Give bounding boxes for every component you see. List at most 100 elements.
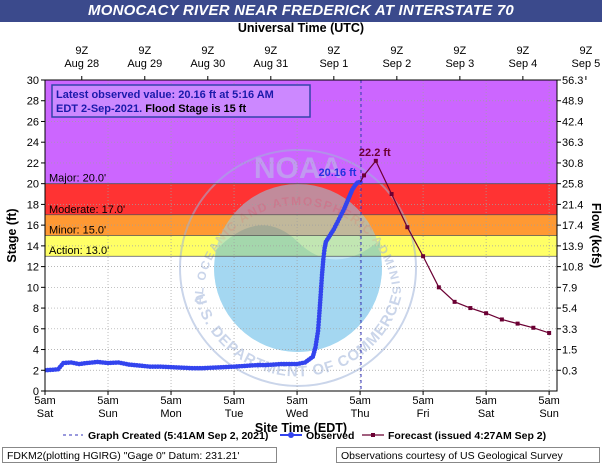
left-tick-label: 22 xyxy=(27,158,39,170)
forecast-line xyxy=(359,159,550,334)
top-tick-label: 9Z xyxy=(138,45,151,57)
bottom-tick-label: 5am xyxy=(412,395,433,407)
bottom-tick-label: 5am xyxy=(286,395,307,407)
left-tick-label: 28 xyxy=(27,96,39,108)
left-tick-label: 16 xyxy=(27,220,39,232)
top-tick-label: Sep 4 xyxy=(508,58,537,70)
left-tick-label: 0 xyxy=(33,386,39,398)
bottom-tick-label: Thu xyxy=(351,408,370,420)
watermark-wave xyxy=(214,225,382,352)
forecast-point xyxy=(468,306,473,311)
bottom-tick-label: 5am xyxy=(160,395,181,407)
right-tick-label: 30.8 xyxy=(562,158,583,170)
left-tick-label: 26 xyxy=(27,116,39,128)
forecast-point xyxy=(405,225,410,230)
top-tick-label: 9Z xyxy=(579,45,592,57)
top-tick-label: Aug 31 xyxy=(253,58,288,70)
legend: Graph Created (5:41AM Sep 2, 2021) Observ… xyxy=(63,430,546,442)
top-tick-label: 9Z xyxy=(201,45,214,57)
forecast-point xyxy=(484,311,489,316)
left-axis-title: Stage (ft) xyxy=(5,208,19,262)
bottom-tick-label: 5am xyxy=(223,395,244,407)
left-tick-label: 2 xyxy=(33,365,39,377)
latest-value-line1: Latest observed value: 20.16 ft at 5:16 … xyxy=(56,89,274,101)
bottom-tick-label: 5am xyxy=(97,395,118,407)
top-tick-label: Sep 3 xyxy=(445,58,474,70)
top-tick-label: 9Z xyxy=(453,45,466,57)
bottom-tick-label: 5am xyxy=(34,395,55,407)
band-label-major: Major: 20.0' xyxy=(49,173,106,185)
bottom-tick-label: Sun xyxy=(98,408,118,420)
flood-category-labels: Action: 13.0' Minor: 15.0' Moderate: 17.0'… xyxy=(49,173,125,258)
top-tick-label: Aug 29 xyxy=(127,58,162,70)
top-tick-label: 9Z xyxy=(327,45,340,57)
bottom-tick-label: Wed xyxy=(286,408,308,420)
right-tick-label: 25.8 xyxy=(562,179,583,191)
legend-forecast-marker xyxy=(371,433,375,437)
chart-title: MONOCACY RIVER NEAR FREDERICK AT INTERST… xyxy=(0,0,602,22)
data-series xyxy=(45,80,552,391)
left-tick-label: 30 xyxy=(27,75,39,87)
band-label-action: Action: 13.0' xyxy=(49,245,109,257)
right-tick-label: 5.4 xyxy=(562,303,577,315)
bottom-axis-title: Site Time (EDT) xyxy=(255,421,347,435)
forecast-point xyxy=(452,299,457,304)
top-axis-title: Universal Time (UTC) xyxy=(237,21,365,35)
right-tick-label: 36.3 xyxy=(562,137,583,149)
legend-observed-marker xyxy=(288,432,294,438)
top-tick-label: Sep 1 xyxy=(319,58,348,70)
watermark-ring xyxy=(179,149,417,387)
latest-value-label: 20.16 ft xyxy=(319,167,357,179)
top-tick-label: 9Z xyxy=(390,45,403,57)
legend-created-label: Graph Created (5:41AM Sep 2, 2021) xyxy=(88,430,268,442)
bottom-tick-label: Sun xyxy=(539,408,559,420)
band-label-moderate: Moderate: 17.0' xyxy=(49,204,125,216)
forecast-point xyxy=(389,192,394,197)
latest-value-date: EDT 2-Sep-2021. xyxy=(56,103,142,115)
band-label-minor: Minor: 15.0' xyxy=(49,225,106,237)
left-tick-label: 18 xyxy=(27,199,39,211)
top-tick-label: Sep 5 xyxy=(572,58,601,70)
right-tick-label: 42.4 xyxy=(562,116,583,128)
grid-lines xyxy=(45,80,557,391)
forecast-point xyxy=(531,325,536,330)
left-tick-label: 10 xyxy=(27,282,39,294)
left-tick-label: 14 xyxy=(27,241,39,253)
left-tick-label: 8 xyxy=(33,303,39,315)
latest-value-line2: EDT 2-Sep-2021. Flood Stage is 15 ft xyxy=(56,103,246,115)
right-tick-label: 10.8 xyxy=(562,262,583,274)
right-tick-label: 21.4 xyxy=(562,199,583,211)
legend-observed-label: Observed xyxy=(306,430,354,442)
forecast-point xyxy=(499,317,504,322)
footer-credit: Observations courtesy of US Geological S… xyxy=(336,447,600,463)
bottom-tick-label: Mon xyxy=(160,408,181,420)
forecast-point xyxy=(362,173,367,178)
top-tick-label: 9Z xyxy=(75,45,88,57)
bottom-tick-label: Fri xyxy=(417,408,430,420)
left-tick-label: 12 xyxy=(27,262,39,274)
watermark-center-text: NOAA xyxy=(254,152,342,185)
left-tick-label: 24 xyxy=(27,137,39,149)
left-tick-label: 20 xyxy=(27,179,39,191)
top-tick-label: 9Z xyxy=(264,45,277,57)
bottom-tick-label: 5am xyxy=(349,395,370,407)
right-tick-label: 48.9 xyxy=(562,96,583,108)
right-tick-label: 17.4 xyxy=(562,220,583,232)
legend-forecast-label: Forecast (issued 4:27AM Sep 2) xyxy=(388,430,546,442)
forecast-point xyxy=(515,321,520,326)
right-axis-title: Flow (kcfs) xyxy=(589,203,602,268)
bottom-tick-label: Sat xyxy=(478,408,495,420)
right-tick-label: 1.5 xyxy=(562,345,577,357)
forecast-point xyxy=(436,285,441,290)
footer-datum: FDKM2(plotting HGIRG) "Gage 0" Datum: 23… xyxy=(2,447,277,463)
flood-stage-text: Flood Stage is 15 ft xyxy=(142,103,246,115)
right-tick-label: 3.3 xyxy=(562,324,577,336)
right-tick-label: 0.3 xyxy=(562,365,577,377)
top-tick-label: 9Z xyxy=(516,45,529,57)
top-tick-label: Sep 2 xyxy=(382,58,411,70)
forecast-point xyxy=(547,330,552,335)
top-tick-label: Aug 30 xyxy=(190,58,225,70)
plot-frame xyxy=(44,79,558,392)
bottom-tick-label: 5am xyxy=(475,395,496,407)
